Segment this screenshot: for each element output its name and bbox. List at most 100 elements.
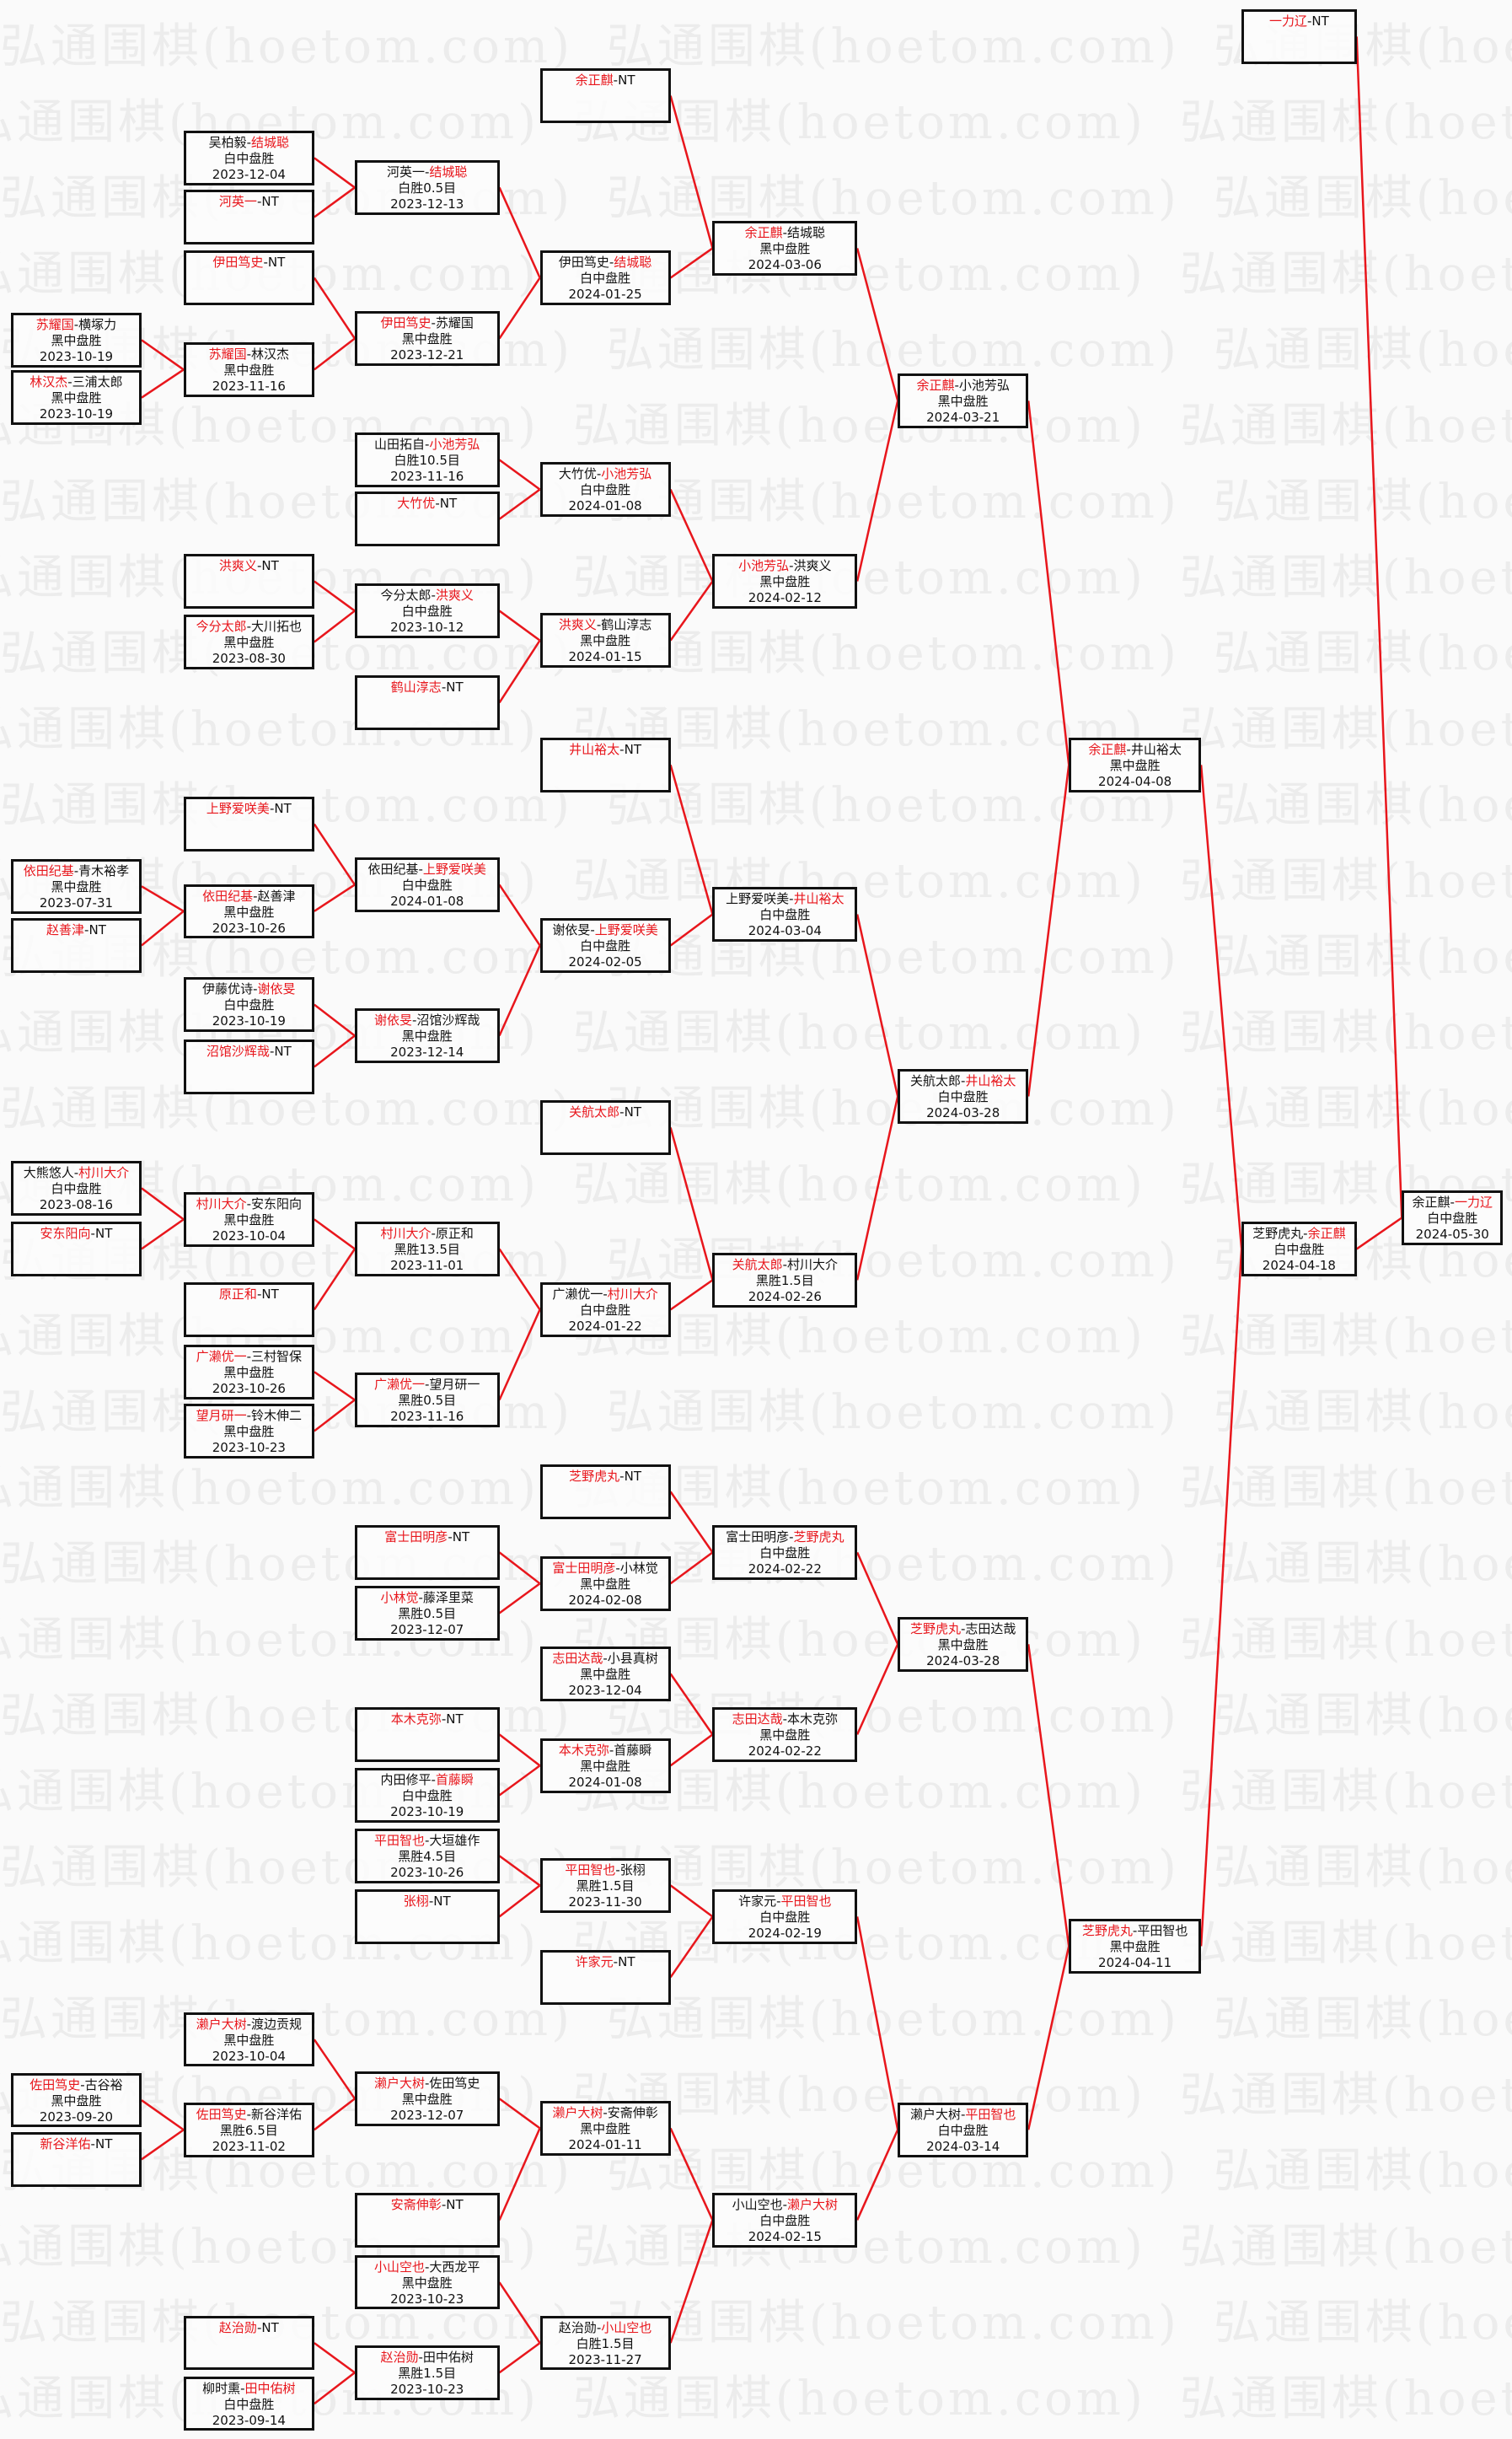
match-box[interactable]: 本木克弥-NT [354,1707,500,1762]
match-box[interactable]: 小林觉-藤泽里菜 黑胜0.5目 2023-12-07 [354,1586,500,1641]
match-box[interactable]: 河英一-NT [183,190,314,244]
match-players: 小林觉-藤泽里菜 [357,1590,497,1606]
match-box[interactable]: 赵治勋-NT [183,2315,314,2371]
match-box[interactable]: 志田达哉-小县真树 黑中盘胜 2023-12-04 [539,1647,671,1701]
match-box[interactable]: 依田纪基-赵善津 黑中盘胜 2023-10-26 [183,884,314,939]
match-box[interactable]: 小山空也-濑户大树 白中盘胜 2024-02-15 [712,2193,858,2248]
match-box[interactable]: 芝野虎丸-NT [539,1464,671,1519]
match-box[interactable]: 余正麒-小池芳弘 黑中盘胜 2024-03-21 [898,373,1029,428]
match-box[interactable]: 林汉杰-三浦太郎 黑中盘胜 2023-10-19 [10,370,142,425]
match-box[interactable]: 内田修平-首藤瞬 白中盘胜 2023-10-19 [354,1768,500,1823]
separator: - [448,1529,453,1545]
match-box[interactable]: 大竹优-小池芳弘 白中盘胜 2024-01-08 [539,462,671,517]
separator: - [782,1711,787,1727]
match-box[interactable]: 小池芳弘-洪爽义 黑中盘胜 2024-02-12 [712,554,858,609]
match-box[interactable]: 富士田明彦-小林觉 黑中盘胜 2024-02-08 [539,1556,671,1611]
match-box[interactable]: 余正麒-一力辽 白中盘胜 2024-05-30 [1402,1190,1504,1245]
player-name: 林汉杰 [251,347,290,363]
match-box[interactable]: 伊藤优诗-谢依旻 白中盘胜 2023-10-19 [183,977,314,1032]
match-result: 黑中盘胜 [759,1727,811,1743]
match-box[interactable]: 佐田笃史-古谷裕 黑中盘胜 2023-09-20 [10,2072,142,2128]
match-box[interactable]: 许家元-平田智也 白中盘胜 2024-02-19 [712,1889,858,1944]
match-box[interactable]: 山田拓自-小池芳弘 白胜10.5目 2023-11-16 [354,432,500,487]
match-box[interactable]: 村川大介-原正和 黑胜13.5目 2023-11-01 [354,1222,500,1276]
match-box[interactable]: 平田智也-张栩 黑胜1.5目 2023-11-30 [539,1858,671,1913]
separator: - [412,1013,417,1029]
bracket-connector [314,610,356,643]
match-box[interactable]: 张栩-NT [354,1889,500,1944]
match-box[interactable]: 上野爱咲美-NT [183,797,314,852]
match-box[interactable]: 大竹优-NT [354,492,500,546]
match-box[interactable]: 柳时熏-田中佑树 白中盘胜 2023-09-14 [183,2376,314,2431]
match-box[interactable]: 大熊悠人-村川大介 白中盘胜 2023-08-16 [10,1161,142,1216]
player-name: 吴柏毅 [208,135,247,151]
match-box[interactable]: 苏耀国-林汉杰 黑中盘胜 2023-11-16 [183,342,314,397]
match-box[interactable]: 鹤山淳志-NT [354,675,500,730]
match-box[interactable]: 谢依旻-上野爱咲美 白中盘胜 2024-02-05 [539,918,671,973]
match-box[interactable]: 赵治勋-小山空也 白胜1.5目 2023-11-27 [539,2315,671,2371]
match-box[interactable]: 小山空也-大西龙平 黑中盘胜 2023-10-23 [354,2254,500,2310]
match-box[interactable]: 芝野虎丸-平田智也 黑中盘胜 2024-04-11 [1069,1919,1202,1974]
match-box[interactable]: 河英一-结城聪 白胜0.5目 2023-12-13 [354,160,500,215]
match-box[interactable]: 村川大介-安东阳向 黑中盘胜 2023-10-04 [183,1192,314,1247]
match-box[interactable]: 富士田明彦-芝野虎丸 白中盘胜 2024-02-22 [712,1525,858,1580]
match-box[interactable]: 芝野虎丸-余正麒 白中盘胜 2024-04-18 [1241,1222,1357,1276]
match-players: 芝野虎丸-志田达哉 [900,1621,1026,1637]
match-players: 关航太郎-NT [543,1104,668,1120]
match-box[interactable]: 芝野虎丸-志田达哉 黑中盘胜 2024-03-28 [898,1616,1029,1672]
match-result: 黑中盘胜 [51,333,102,349]
match-box[interactable]: 依田纪基-上野爱咲美 白中盘胜 2024-01-08 [354,857,500,912]
match-box[interactable]: 伊田笃史-NT [183,250,314,305]
match-box[interactable]: 关航太郎-NT [539,1100,671,1155]
winner-name: 结城聪 [429,164,468,180]
match-box[interactable]: 广濑优一-村川大介 白中盘胜 2024-01-22 [539,1282,671,1337]
match-box[interactable]: 洪爽义-鹤山淳志 黑中盘胜 2024-01-15 [539,613,671,668]
match-date: 2023-08-30 [212,651,286,667]
match-box[interactable]: 濑户大树-佐田笃史 黑中盘胜 2023-12-07 [354,2071,500,2126]
match-box[interactable]: 安斋伸彰-NT [354,2193,500,2248]
match-box[interactable]: 安东阳向-NT [10,1222,142,1276]
match-box[interactable]: 广濑优一-望月研一 黑胜0.5目 2023-11-16 [354,1373,500,1427]
match-box[interactable]: 赵善津-NT [10,918,142,973]
match-box[interactable]: 关航太郎-村川大介 黑胜1.5目 2024-02-26 [712,1253,858,1308]
match-box[interactable]: 余正麒-结城聪 黑中盘胜 2024-03-06 [712,221,858,276]
match-box[interactable]: 苏耀国-横塚力 黑中盘胜 2023-10-19 [10,313,142,368]
separator: - [246,2016,252,2032]
match-box[interactable]: 谢依旻-沼馆沙辉哉 黑中盘胜 2023-12-14 [354,1008,500,1063]
match-box[interactable]: 洪爽义-NT [183,554,314,609]
match-box[interactable]: 广濑优一-三村智保 黑中盘胜 2023-10-26 [183,1344,314,1399]
match-box[interactable]: 关航太郎-井山裕太 白中盘胜 2024-03-28 [898,1069,1029,1124]
match-box[interactable]: 平田智也-大垣雄作 黑胜4.5目 2023-10-26 [354,1829,500,1883]
match-box[interactable]: 赵治勋-田中佑树 黑胜1.5目 2023-10-23 [354,2345,500,2400]
match-box[interactable]: 志田达哉-本木克弥 黑中盘胜 2024-02-22 [712,1707,858,1762]
match-box[interactable]: 今分太郎-洪爽义 白中盘胜 2023-10-12 [354,583,500,638]
match-result: 白胜0.5目 [398,180,457,196]
match-box[interactable]: 余正麒-井山裕太 黑中盘胜 2024-04-08 [1069,738,1202,792]
match-box[interactable]: 一力辽-NT [1241,9,1357,64]
match-box[interactable]: 依田纪基-青木裕孝 黑中盘胜 2023-07-31 [10,858,142,914]
match-box[interactable]: 原正和-NT [183,1282,314,1337]
match-box[interactable]: 伊田笃史-苏耀国 黑中盘胜 2023-12-21 [354,311,500,366]
match-box[interactable]: 吴柏毅-结城聪 白中盘胜 2023-12-04 [183,131,314,185]
match-result: 白中盘胜 [51,1181,102,1197]
match-box[interactable]: 上野爱咲美-井山裕太 白中盘胜 2024-03-04 [712,887,858,942]
match-box[interactable]: 今分太郎-大川拓也 黑中盘胜 2023-08-30 [183,615,314,669]
match-date: 2024-02-22 [748,1743,822,1759]
match-box[interactable]: 富士田明彦-NT [354,1525,500,1580]
match-box[interactable]: 濑户大树-渡边贡规 黑中盘胜 2023-10-04 [183,2012,314,2067]
match-result: 白胜10.5目 [394,453,460,469]
winner-name: 洪爽义 [558,617,597,633]
match-box[interactable]: 许家元-NT [539,1950,671,2005]
match-box[interactable]: 余正麒-NT [539,68,671,123]
match-box[interactable]: 井山裕太-NT [539,738,671,792]
match-players: 沼馆沙辉哉-NT [186,1044,312,1060]
match-box[interactable]: 濑户大树-平田智也 白中盘胜 2024-03-14 [898,2102,1029,2157]
match-box[interactable]: 新谷洋佑-NT [10,2132,142,2187]
separator: - [246,1196,252,1212]
match-box[interactable]: 本木克弥-首藤瞬 黑中盘胜 2024-01-08 [539,1738,671,1793]
match-box[interactable]: 望月研一-铃木伸二 黑中盘胜 2023-10-23 [183,1404,314,1459]
match-box[interactable]: 佐田笃史-新谷洋佑 黑胜6.5目 2023-11-02 [183,2102,314,2157]
match-box[interactable]: 沼馆沙辉哉-NT [183,1040,314,1094]
match-box[interactable]: 伊田笃史-结城聪 白中盘胜 2024-01-25 [539,250,671,305]
match-box[interactable]: 濑户大树-安斋伸彰 黑中盘胜 2024-01-11 [539,2101,671,2156]
